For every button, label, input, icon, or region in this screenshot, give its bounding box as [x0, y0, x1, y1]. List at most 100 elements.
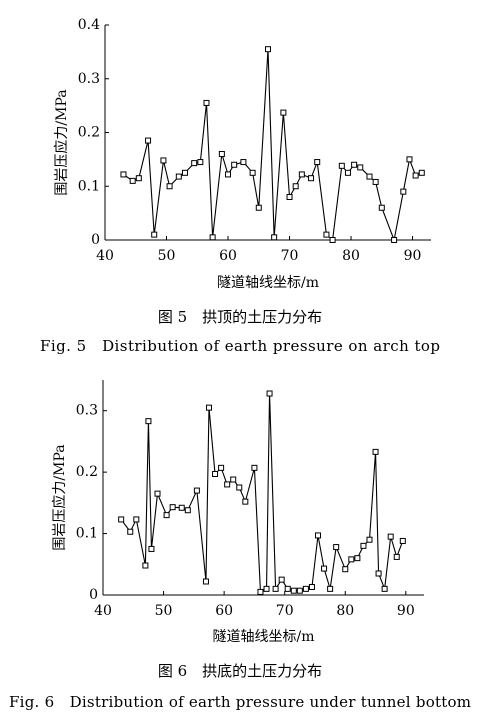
data-point [266, 390, 273, 397]
data-point [298, 171, 305, 178]
data-point [412, 172, 419, 179]
data-point [271, 234, 278, 241]
data-point [399, 537, 406, 544]
data-point [372, 448, 379, 455]
data-point [230, 476, 237, 483]
y-tick-label: 0 [89, 587, 98, 603]
x-tick-label: 60 [219, 248, 237, 264]
y-tick-label: 0.2 [76, 464, 98, 480]
x-tick-label: 70 [276, 603, 294, 619]
data-point [154, 490, 161, 497]
data-point [225, 171, 232, 178]
data-point [308, 175, 315, 182]
x-tick-label: 60 [215, 603, 233, 619]
data-line [123, 49, 422, 243]
data-point [127, 528, 134, 535]
data-point [360, 542, 367, 549]
data-point [292, 183, 299, 190]
data-point [263, 585, 270, 592]
data-point [272, 585, 279, 592]
data-point [418, 169, 425, 176]
data-point [284, 585, 291, 592]
data-point [202, 578, 209, 585]
data-point [255, 204, 262, 211]
y-axis-label: 围岩压应力/MPa [51, 444, 68, 550]
data-point [308, 584, 315, 591]
data-point [133, 516, 140, 523]
data-point [290, 587, 297, 594]
data-point [160, 157, 167, 164]
caption-en: Fig. 6 Distribution of earth pressure un… [9, 693, 471, 711]
data-point [129, 177, 136, 184]
x-tick-label: 90 [404, 248, 422, 264]
data-point [327, 585, 334, 592]
data-point [400, 188, 407, 195]
x-axis-label: 隧道轴线坐标/m [213, 629, 315, 645]
data-point [387, 533, 394, 540]
data-point [184, 507, 191, 514]
data-point [231, 161, 238, 168]
data-point [240, 159, 247, 166]
data-point [314, 159, 321, 166]
data-point [242, 498, 249, 505]
data-point [302, 585, 309, 592]
x-tick-label: 80 [342, 248, 360, 264]
data-point [366, 536, 373, 543]
caption-en: Fig. 5 Distribution of earth pressure on… [40, 337, 440, 355]
data-point [120, 171, 127, 178]
x-axis-label: 隧道轴线坐标/m [217, 275, 319, 291]
data-point [323, 231, 330, 238]
data-line [120, 393, 404, 593]
data-point [163, 512, 170, 519]
y-tick-label: 0.3 [78, 71, 100, 87]
data-point [169, 504, 176, 511]
data-point [218, 464, 225, 471]
x-tick-label: 40 [94, 603, 112, 619]
data-point [333, 544, 340, 551]
x-tick-label: 40 [96, 248, 114, 264]
data-point [145, 418, 152, 425]
data-point [348, 556, 355, 563]
data-point [151, 231, 158, 238]
data-point [393, 553, 400, 560]
x-tick-label: 50 [155, 603, 173, 619]
data-point [181, 169, 188, 176]
data-point [354, 555, 361, 562]
data-point [191, 160, 198, 167]
data-point [315, 532, 322, 539]
data-point [218, 151, 225, 157]
data-point [193, 487, 200, 494]
data-point [118, 516, 125, 523]
data-point [178, 504, 185, 511]
data-point [280, 109, 287, 116]
y-axis-label: 围岩压应力/MPa [53, 89, 70, 195]
y-tick-label: 0.1 [76, 526, 98, 542]
y-tick-label: 0.4 [78, 17, 100, 33]
data-point [366, 173, 373, 180]
data-point [286, 194, 293, 200]
y-tick-label: 0.3 [76, 403, 98, 419]
caption-zh: 图 6 拱底的土压力分布 [158, 662, 322, 680]
y-tick-label: 0 [91, 232, 100, 248]
data-point [344, 169, 351, 176]
x-tick-label: 70 [281, 248, 299, 264]
data-point [197, 159, 204, 166]
data-point [135, 175, 142, 182]
data-point [278, 576, 285, 583]
data-point [372, 178, 379, 185]
data-point [265, 46, 271, 53]
data-point [236, 484, 243, 491]
data-point [148, 545, 155, 552]
data-point [175, 173, 182, 180]
data-point [381, 585, 388, 592]
data-point [166, 183, 173, 190]
data-point [249, 169, 256, 176]
caption-zh: 图 5 拱顶的土压力分布 [158, 308, 322, 326]
data-point [251, 464, 258, 471]
data-point [357, 164, 364, 171]
data-point [209, 234, 216, 241]
data-point [375, 570, 382, 577]
data-point [205, 404, 212, 411]
data-point [203, 99, 210, 106]
